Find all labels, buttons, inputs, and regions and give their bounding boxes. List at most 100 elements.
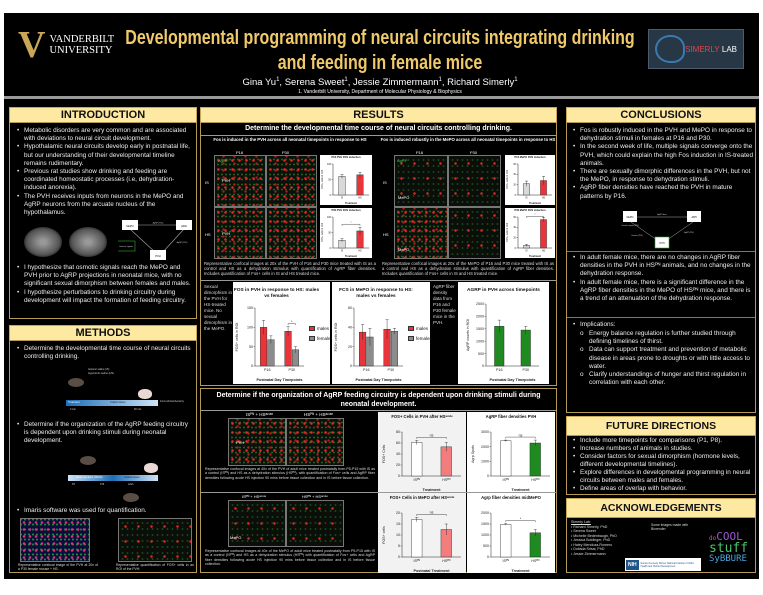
- bullet: In adult female mice, there are no chang…: [572, 254, 754, 279]
- sybbure-logo: doCOOL stuff SyBBURE: [709, 530, 749, 564]
- bar-AgRP-HSᴾᴺ: [529, 532, 541, 558]
- y-tick-label: 0: [398, 555, 400, 559]
- future-directions-panel: Include more timepoints for comparisons …: [566, 435, 756, 495]
- poster-title: Developmental programming of neural circ…: [125, 27, 635, 74]
- implications-label: Implications:: [572, 321, 754, 329]
- y-tick-label: 40: [513, 173, 516, 176]
- introduction-bullets: Metabolic disorders are very common and …: [16, 127, 194, 217]
- significance-label: ns: [430, 433, 434, 437]
- y-tick-label: 40: [513, 226, 516, 229]
- x-tick-label: HSᴾᴺ: [531, 478, 539, 482]
- simerly-lab-logo: SIMERLY LAB: [648, 29, 744, 69]
- header-divider: [4, 96, 759, 99]
- y-tick-label: 0: [330, 194, 332, 197]
- y-tick-label: 80: [396, 430, 400, 434]
- x-tick-label: ISᴾᴺ: [414, 478, 421, 482]
- svg-text:ARH: ARH: [181, 224, 187, 228]
- sub-bullet: Data can support treatment and preventio…: [572, 346, 754, 371]
- y-tick-label: 40: [348, 326, 352, 330]
- y-tick-label: 100: [247, 326, 253, 330]
- x-tick-label: P30: [289, 368, 295, 372]
- significance-bracket: [416, 514, 447, 516]
- affiliation: 1. Vanderbilt University, Department of …: [298, 89, 462, 95]
- bullet: In adult female mice, there is a signifi…: [572, 279, 754, 304]
- y-tick-label: 0: [330, 247, 332, 250]
- svg-text:Osmotic signals (P16): Osmotic signals (P16): [621, 224, 639, 227]
- pvh-p30-is-image: [266, 155, 317, 207]
- bar-FOS-ISᴾᴺ: [411, 519, 423, 558]
- bullet: Metabolic disorders are very common and …: [16, 127, 194, 143]
- bar-females-P16: [267, 339, 275, 367]
- bar-FOS-ISᴾᴺ: [411, 442, 423, 477]
- bar-AgRP-ISᴾᴺ: [500, 440, 512, 477]
- svg-text:MePO: MePO: [126, 224, 133, 228]
- bullet: Determine if the organization of the AgR…: [16, 421, 194, 446]
- y-axis-label: FOS+ cells in ROI: [235, 323, 239, 352]
- bullet: AgRP fiber densities have reached the PV…: [572, 184, 754, 200]
- section1-title: Determine the developmental time course …: [245, 125, 512, 132]
- node-arh: [176, 220, 192, 230]
- bar-FOS-HS: [540, 219, 547, 249]
- adult-mepo-is-image: [228, 500, 286, 547]
- y-tick-label: 20: [513, 183, 516, 186]
- y-tick-label: 60: [513, 216, 516, 219]
- y-tick-label: 20: [396, 511, 400, 515]
- x-tick-label: ISᴾᴺ: [503, 478, 510, 482]
- significance-label: *: [535, 214, 536, 217]
- pvh-p16-is-image: [214, 155, 266, 207]
- bullet: I hypothesize that osmotic signals reach…: [16, 264, 194, 289]
- svg-text:MePO: MePO: [627, 216, 634, 219]
- author: Richard Simerly: [447, 77, 515, 89]
- y-tick-label: 500: [483, 544, 489, 548]
- y-tick-label: 50: [328, 178, 331, 181]
- node-pvh: [150, 250, 166, 260]
- y-tick-label: 50: [328, 231, 331, 234]
- bullet: Previous rat studies show drinking and f…: [16, 168, 194, 193]
- svg-text:PVH: PVH: [155, 254, 160, 258]
- conclusions-heading: CONCLUSIONS: [566, 107, 756, 124]
- y-axis-label: FOS+ cells in ROI: [321, 223, 324, 243]
- svg-text:AgRP (P16): AgRP (P16): [684, 231, 694, 234]
- y-tick-label: 0: [515, 247, 517, 250]
- chart-adult-mepo-fos: FOS+ Cells in MePO after HSᵃᶜᵘᵗᵉ 0 5 10 15 2…: [378, 493, 466, 573]
- section2-title: Determine if the organization of AgRP fe…: [216, 392, 541, 408]
- svg-text:AgRP fibers: AgRP fibers: [657, 213, 667, 216]
- sub-bullet: Energy balance regulation is further stu…: [572, 330, 754, 346]
- adult-pvh-caption: Representative confocal images at 40x of…: [205, 467, 375, 480]
- x-axis-label: Treatment: [423, 488, 442, 492]
- x-tick-label: P16: [496, 368, 502, 372]
- y-axis-label: AgRP counts in ROI: [466, 319, 470, 351]
- legend-females: females: [309, 336, 333, 341]
- timeline-bar: [66, 400, 158, 406]
- x-tick-label: HS: [358, 250, 362, 253]
- biorender-note: Some images made with Biorender: [651, 523, 689, 532]
- y-tick-label: 3000: [481, 430, 489, 434]
- chart-agrp-time: AGRP in PVH across timepoints 0 500 1000 15…: [458, 282, 549, 384]
- y-tick-label: 150: [247, 306, 253, 310]
- brain-section-image: [69, 227, 107, 257]
- x-axis-label: Treatment: [529, 255, 541, 258]
- x-tick-label: HSᴾᴺ: [442, 478, 450, 482]
- bullet: Explore differences in developmental pro…: [572, 469, 754, 485]
- timeline-bar: [68, 475, 158, 481]
- chart-adult-pvh-fos: FOS+ Cells in PVH after HSᵃᶜᵘᵗᵉ 0 20 40 60 8…: [378, 412, 466, 492]
- y-tick-label: 5: [398, 544, 400, 548]
- brain-slice-icon: [144, 463, 158, 473]
- image-caption: Representative quantification of FOS+ ce…: [116, 563, 194, 571]
- mepo-p16-is-image: [394, 155, 448, 207]
- x-tick-label: IS: [341, 197, 344, 200]
- y-tick-label: 50: [249, 345, 253, 349]
- brain-section-image: [24, 227, 62, 257]
- svg-text:AgRP (P10): AgRP (P10): [153, 222, 164, 225]
- x-tick-label: HS: [542, 197, 546, 200]
- x-tick-label: P16: [363, 368, 369, 372]
- chart-p30-pvh: P30 PVH FOS induction 0 50 100 FOS+ cells in…: [320, 208, 372, 258]
- x-tick-label: IS: [525, 197, 528, 200]
- bullet: In the second week of life, multiple sig…: [572, 143, 754, 168]
- y-tick-label: 60: [396, 441, 400, 445]
- bullet: Consider factors for sexual dimorphism (…: [572, 453, 754, 469]
- bar-males-P30: [284, 331, 292, 367]
- y-tick-label: 0: [398, 474, 400, 478]
- node-mepo: [122, 220, 138, 230]
- svg-text:Osmotic signals: Osmotic signals: [119, 245, 133, 248]
